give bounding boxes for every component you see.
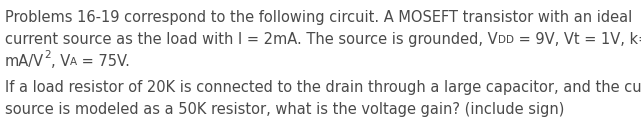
Text: current source as the load with I = 2mA. The source is grounded, V: current source as the load with I = 2mA.… — [5, 32, 497, 47]
Text: = 75V.: = 75V. — [77, 54, 130, 69]
Text: Problems 16-19 correspond to the following circuit. A MOSEFT transistor with an : Problems 16-19 correspond to the followi… — [5, 10, 632, 25]
Text: mA/V: mA/V — [5, 54, 44, 69]
Text: = 9V, Vt = 1V, k=0.2: = 9V, Vt = 1V, k=0.2 — [513, 32, 641, 47]
Text: If a load resistor of 20K is connected to the drain through a large capacitor, a: If a load resistor of 20K is connected t… — [5, 80, 641, 95]
Text: DD: DD — [497, 35, 513, 45]
Text: A: A — [70, 57, 77, 67]
Text: , V: , V — [51, 54, 70, 69]
Text: 2: 2 — [44, 50, 51, 60]
Text: source is modeled as a 50K resistor, what is the voltage gain? (include sign): source is modeled as a 50K resistor, wha… — [5, 102, 564, 117]
